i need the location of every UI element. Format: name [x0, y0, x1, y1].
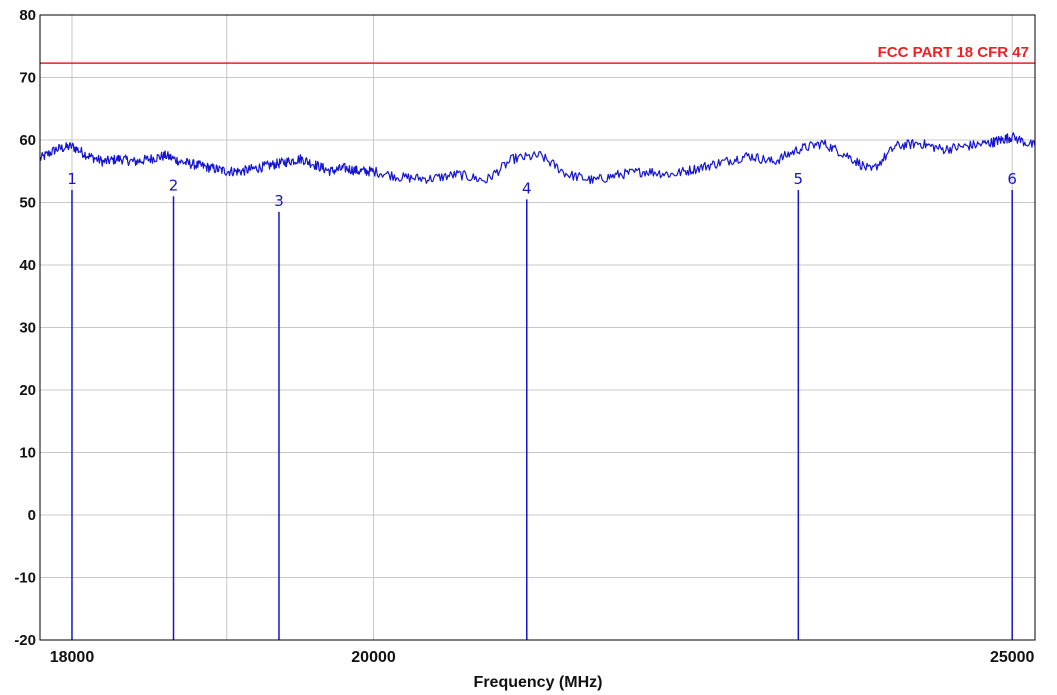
y-tick-label: -20 — [14, 632, 36, 649]
marker-4-label: 4 — [522, 179, 532, 197]
y-tick-label: 0 — [28, 507, 36, 524]
series-line — [39, 132, 1036, 185]
x-tick-label: 20000 — [351, 649, 396, 666]
x-tick-label: 18000 — [50, 649, 95, 666]
marker-5-label: 5 — [794, 170, 804, 188]
marker-2-label: 2 — [169, 176, 179, 194]
y-tick-label: 50 — [19, 195, 36, 212]
plot-frame — [39, 14, 1036, 641]
y-tick-label: -10 — [14, 570, 36, 587]
limit-line-group: FCC PART 18 CFR 47 — [40, 44, 1035, 64]
marker-3-label: 3 — [274, 192, 284, 210]
y-tick-label: 30 — [19, 320, 36, 337]
x-tick-label: 25000 — [990, 649, 1035, 666]
x-axis-ticks: 18000 20000 25000 — [50, 649, 1035, 666]
y-tick-label: 80 — [19, 7, 36, 24]
y-tick-label: 70 — [19, 70, 36, 87]
y-axis-ticks: 80 70 60 50 40 30 20 10 0 -10 -20 — [14, 7, 36, 649]
y-tick-label: 40 — [19, 257, 36, 274]
y-tick-label: 60 — [19, 132, 36, 149]
marker-1-label: 1 — [67, 170, 77, 188]
marker-group: 1 2 3 4 5 6 — [67, 170, 1017, 640]
limit-line-label: FCC PART 18 CFR 47 — [878, 44, 1029, 61]
y-tick-label: 10 — [19, 445, 36, 462]
y-tick-label: 20 — [19, 382, 36, 399]
marker-6-label: 6 — [1007, 170, 1017, 188]
x-axis-label: Frequency (MHz) — [474, 674, 603, 691]
